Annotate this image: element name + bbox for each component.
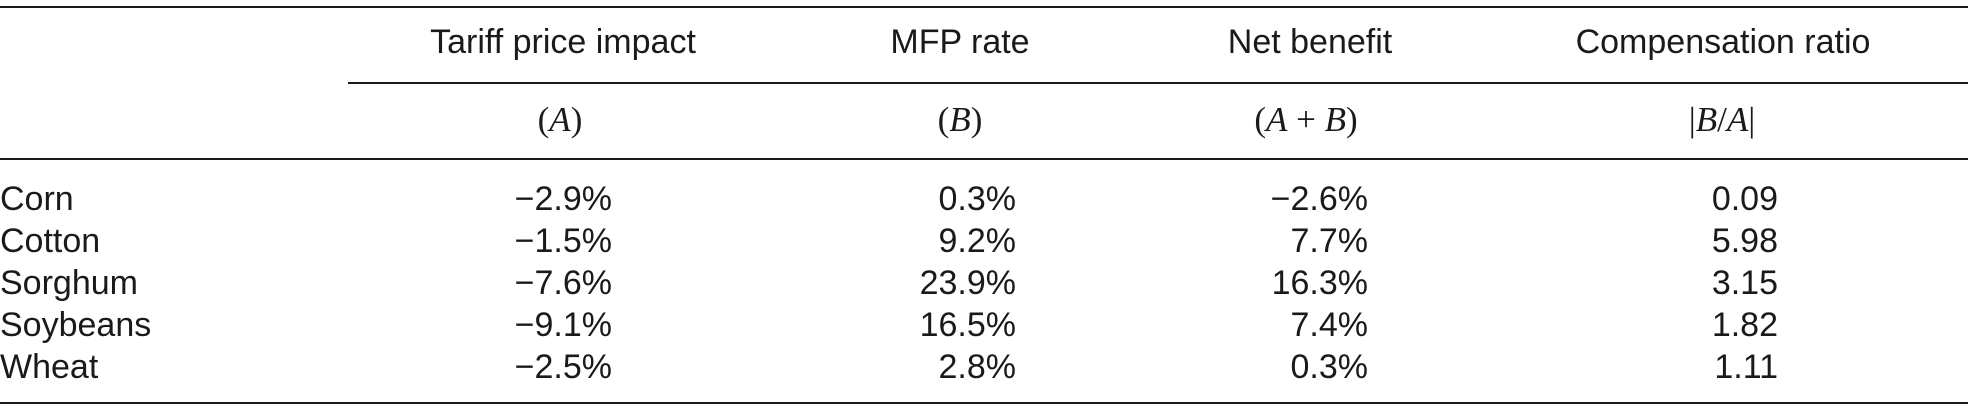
col-header-mfp-rate: MFP rate bbox=[890, 23, 1030, 61]
col-header-net-benefit: Net benefit bbox=[1227, 23, 1393, 61]
cell-sorghum-ratio: 3.15 bbox=[1711, 264, 1778, 302]
col-symbol-a: (A) bbox=[537, 100, 583, 139]
col-symbol-a-plus-b: (A + B) bbox=[1254, 100, 1358, 139]
top-rule bbox=[0, 6, 1968, 8]
cell-soybeans-tariff: −9.1% bbox=[514, 306, 612, 344]
cell-cotton-mfp: 9.2% bbox=[938, 222, 1017, 260]
cell-corn-ratio: 0.09 bbox=[1711, 180, 1778, 218]
cell-sorghum-mfp: 23.9% bbox=[919, 264, 1016, 302]
cell-wheat-tariff: −2.5% bbox=[514, 348, 612, 386]
cell-corn-net: −2.6% bbox=[1270, 180, 1368, 218]
bottom-rule bbox=[0, 402, 1968, 404]
row-label-soybeans: Soybeans bbox=[0, 306, 152, 344]
row-label-corn: Corn bbox=[0, 180, 74, 218]
header-midrule bbox=[348, 82, 1968, 84]
cell-cotton-net: 7.7% bbox=[1290, 222, 1369, 260]
cell-sorghum-net: 16.3% bbox=[1271, 264, 1368, 302]
cell-wheat-ratio: 1.11 bbox=[1714, 348, 1778, 386]
col-symbol-b: (B) bbox=[937, 100, 983, 139]
col-symbol-b-over-a: |B/A| bbox=[1688, 100, 1756, 139]
cell-wheat-mfp: 2.8% bbox=[938, 348, 1017, 386]
row-label-cotton: Cotton bbox=[0, 222, 101, 260]
cell-cotton-tariff: −1.5% bbox=[514, 222, 612, 260]
cell-soybeans-mfp: 16.5% bbox=[919, 306, 1016, 344]
cell-corn-mfp: 0.3% bbox=[938, 180, 1017, 218]
col-header-compensation-ratio: Compensation ratio bbox=[1575, 23, 1871, 61]
cell-soybeans-ratio: 1.82 bbox=[1711, 306, 1778, 344]
cell-cotton-ratio: 5.98 bbox=[1711, 222, 1778, 260]
row-label-wheat: Wheat bbox=[0, 348, 99, 386]
cell-wheat-net: 0.3% bbox=[1290, 348, 1369, 386]
cell-soybeans-net: 7.4% bbox=[1290, 306, 1369, 344]
row-label-sorghum: Sorghum bbox=[0, 264, 138, 302]
cell-sorghum-tariff: −7.6% bbox=[514, 264, 612, 302]
col-header-tariff-price-impact: Tariff price impact bbox=[430, 23, 696, 61]
header-bottom-rule bbox=[0, 158, 1968, 160]
cell-corn-tariff: −2.9% bbox=[514, 180, 612, 218]
